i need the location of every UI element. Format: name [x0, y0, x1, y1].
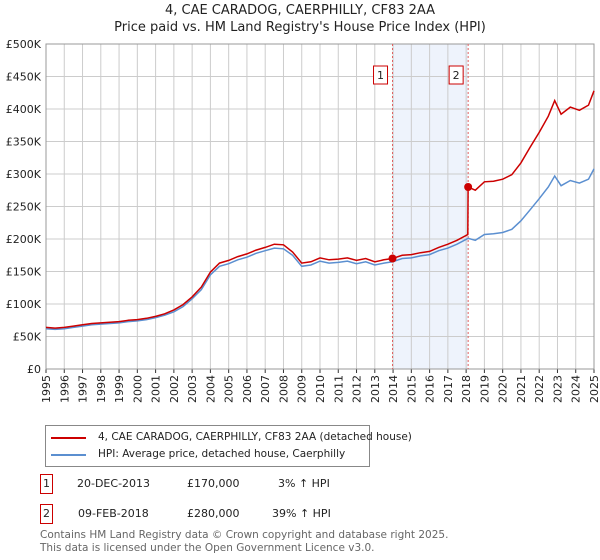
x-tick-label: 2012	[351, 375, 364, 403]
hpi-line	[45, 168, 595, 331]
y-tick-label: £400K	[6, 103, 42, 116]
y-tick-label: £50K	[13, 331, 42, 344]
plot-frame	[45, 43, 595, 370]
y-tick-label: £0	[27, 363, 41, 376]
y-tick-label: £100K	[6, 298, 42, 311]
legend: 4, CAE CARADOG, CAERPHILLY, CF83 2AA (de…	[45, 425, 412, 467]
y-tick-label: £250K	[6, 201, 42, 214]
x-tick-label: 1995	[40, 375, 53, 403]
x-tick-label: 2009	[296, 375, 309, 403]
footer-line: Contains HM Land Registry data © Crown c…	[40, 529, 449, 541]
x-tick-label: 2010	[314, 375, 327, 403]
x-tick-label: 1999	[113, 375, 126, 403]
x-tick-label: 2019	[478, 375, 491, 403]
x-tick-label: 2006	[241, 375, 254, 403]
transaction-date: 20-DEC-2013	[77, 477, 151, 490]
y-tick-label: £500K	[6, 38, 42, 51]
x-tick-label: 2011	[332, 375, 345, 403]
sale-marker-label: 1	[377, 69, 384, 82]
y-tick-label: £350K	[6, 136, 42, 149]
transaction-date: 09-FEB-2018	[78, 507, 149, 520]
x-tick-label: 2007	[259, 375, 272, 403]
legend-swatch-property	[51, 437, 86, 439]
x-tick-label: 2018	[460, 375, 473, 403]
sale-point	[388, 254, 397, 263]
footer-line: This data is licensed under the Open Gov…	[40, 542, 375, 554]
x-tick-label: 2022	[533, 375, 546, 403]
x-tick-label: 2002	[168, 375, 181, 403]
x-tick-label: 2000	[131, 375, 144, 403]
sale-point	[464, 183, 473, 191]
x-tick-label: 2025	[588, 375, 600, 403]
y-tick-label: £300K	[6, 168, 42, 181]
transaction-price: £170,000	[187, 477, 240, 490]
marker-box: 2	[40, 504, 53, 524]
x-tick-label: 1996	[58, 375, 71, 403]
sale-marker-box	[448, 65, 464, 85]
x-tick-label: 2020	[497, 375, 510, 403]
chart-title: 4, CAE CARADOG, CAERPHILLY, CF83 2AA	[164, 3, 436, 18]
x-tick-label: 2005	[223, 375, 236, 403]
legend-label-hpi: HPI: Average price, detached house, Caer…	[98, 448, 346, 460]
x-tick-label: 2001	[150, 375, 163, 403]
property-price-line	[45, 90, 595, 329]
chart-subtitle: Price paid vs. HM Land Registry's House …	[114, 20, 486, 35]
x-tick-label: 2015	[405, 375, 418, 403]
x-tick-label: 2013	[369, 375, 382, 403]
x-tick-label: 1997	[77, 375, 90, 403]
marker-box: 1	[40, 474, 53, 494]
x-tick-label: 2016	[424, 375, 437, 403]
x-tick-label: 2014	[387, 375, 400, 403]
transaction-price: £280,000	[187, 507, 240, 520]
x-tick-label: 2017	[442, 375, 455, 403]
sale-marker-label: 2	[453, 69, 460, 82]
plot-area: £0 £50K £100K £150K £200K £250K £300K £350K £400…	[6, 38, 600, 403]
legend-swatch-hpi	[51, 454, 86, 456]
x-tick-label: 2023	[551, 375, 564, 403]
sale-marker-box	[373, 65, 389, 85]
x-tick-label: 2004	[204, 375, 217, 403]
transaction-hpi: 3% ↑ HPI	[278, 477, 330, 490]
y-tick-label: £200K	[6, 233, 42, 246]
x-tick-label: 2003	[186, 375, 199, 403]
x-tick-label: 2008	[277, 375, 290, 403]
y-tick-label: £150K	[6, 266, 42, 279]
x-tick-label: 1998	[95, 375, 108, 403]
legend-label-property: 4, CAE CARADOG, CAERPHILLY, CF83 2AA (de…	[98, 431, 412, 443]
footer: Contains HM Land Registry data © Crown c…	[40, 529, 448, 555]
x-tick-label: 2024	[570, 375, 583, 403]
x-tick-label: 2021	[515, 375, 528, 403]
y-tick-label: £450K	[6, 71, 42, 84]
transaction-hpi: 39% ↑ HPI	[272, 507, 331, 520]
